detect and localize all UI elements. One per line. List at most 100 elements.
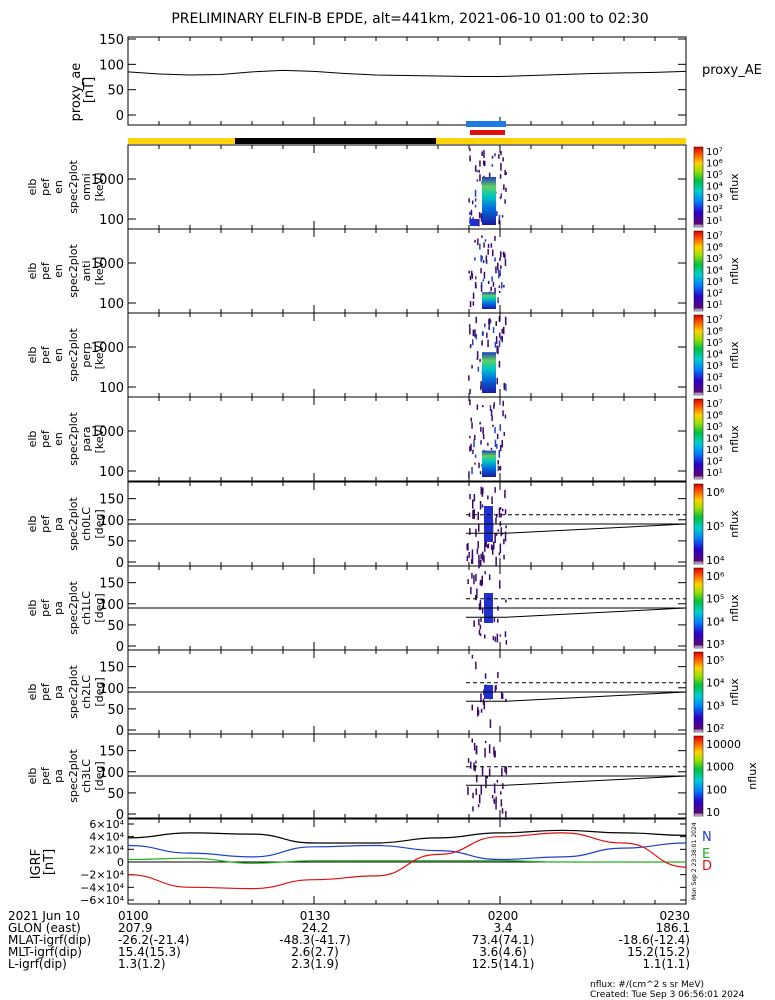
spectrogram-streak — [504, 169, 506, 176]
spectrogram-streak — [499, 196, 502, 199]
orbit-row-label: MLT-igrf(dip) — [8, 945, 82, 959]
pitch-streak — [481, 765, 484, 776]
spectrogram-streak — [499, 332, 501, 338]
pitch-streak — [481, 490, 484, 497]
pitch-y-label: 50 — [107, 787, 124, 802]
pitch-streak — [494, 790, 496, 794]
pitch-streak — [488, 574, 491, 580]
shadow-bar-black — [235, 138, 436, 144]
pitch-streak — [484, 740, 487, 744]
pitch-colorbar-label: 10⁵ — [706, 520, 724, 533]
orbit-row-label: 2021 Jun 10 — [8, 909, 80, 923]
pitch-streak — [505, 766, 508, 775]
pitch-streak — [487, 543, 490, 549]
pitch-streak — [478, 629, 481, 635]
spectrogram-streak — [470, 344, 472, 347]
spectrogram-streak — [484, 323, 486, 328]
pitch-streak — [497, 618, 499, 623]
energy-ylabel-2: en — [52, 348, 65, 362]
spectrogram-streak — [478, 462, 480, 468]
pitch-streak — [479, 582, 482, 586]
pitch-streak — [485, 780, 487, 789]
pitch-streak — [477, 804, 480, 808]
energy-ylabel-1: pef — [39, 429, 52, 448]
ae-y-ticks: 150 100 50 0 — [99, 33, 686, 125]
pitch-streak — [471, 738, 473, 743]
energy-ylabel-2: en — [52, 264, 65, 278]
energy-ylabel-0: elb — [26, 431, 39, 448]
pitch-streak — [477, 541, 479, 549]
pitch-streak — [481, 607, 484, 614]
spectrogram-streak — [492, 281, 495, 287]
pitch-ylabel-5: [deg] — [93, 677, 106, 706]
spectrogram-streak — [480, 219, 483, 223]
spectrogram-streak — [470, 209, 473, 216]
pitch-ylabel-5: [deg] — [93, 761, 106, 790]
spectrogram-streak — [490, 409, 493, 417]
spectrogram-streak — [471, 273, 473, 279]
spectrogram-streak — [470, 270, 473, 276]
ae-ylabel-line1: proxy_ae — [69, 63, 84, 122]
spectrogram-streak — [474, 165, 477, 172]
pitch-streak — [471, 654, 474, 659]
orbit-row-value: 0230 — [659, 909, 690, 923]
pitch-streak — [495, 796, 497, 803]
pitch-colorbar-label: 100 — [706, 783, 727, 796]
spectrogram-streak — [475, 334, 477, 340]
igrf-line-total — [127, 829, 687, 844]
spectrogram-streak — [495, 336, 498, 344]
energy-colorbar-label: 10⁴ — [706, 182, 723, 193]
pitch-y-label: 100 — [99, 766, 124, 781]
spectrogram-streak — [500, 336, 502, 340]
pitch-streak — [500, 513, 502, 518]
energy-colorbar-label: 10⁶ — [706, 243, 723, 254]
orbit-info-table: 2021 Jun 10 0100 0130 0200 0230 GLON (east) 20… — [8, 909, 690, 971]
pitch-streak — [501, 808, 504, 814]
orbit-row-value: 3.4 — [493, 921, 512, 935]
pitch-ylabel-3: spec2plot — [67, 497, 80, 551]
pitch-streak — [479, 797, 481, 804]
spectrogram-streak — [478, 218, 480, 227]
pitch-panel-ch1LC: 150 100 50 0 elb pef pa spec2plot ch1LC [deg] 10⁶ 1… — [26, 565, 741, 655]
energy-ylabel-2: en — [52, 432, 65, 446]
pitch-y-label: 150 — [99, 661, 124, 676]
pitch-ylabel-5: [deg] — [93, 593, 106, 622]
pitch-y-label: 0 — [116, 808, 124, 823]
orbit-row-value: 3.6(4.6) — [479, 945, 527, 959]
spectrogram-streak — [494, 427, 496, 434]
energy-ylabel-3: spec2plot — [67, 160, 80, 214]
spectrogram-streak — [472, 449, 474, 455]
spectrogram-flux-patch — [470, 219, 478, 226]
spectrogram-streak — [482, 405, 484, 408]
spectrogram-streak — [488, 172, 491, 180]
spectrogram-streak — [475, 276, 477, 280]
pitch-streak — [481, 504, 484, 508]
spectrogram-streak — [499, 445, 502, 452]
energy-ylabel-5: [keV] — [93, 257, 106, 286]
pitch-streak — [488, 744, 491, 754]
pitch-panel-ch0LC: 150 100 50 0 elb pef pa spec2plot ch0LC [deg] 10⁶ 1… — [26, 481, 741, 571]
energy-ylabel-5: [keV] — [93, 173, 106, 202]
spectrogram-streak — [474, 198, 477, 202]
pitch-colorbar — [693, 651, 704, 733]
spectrogram-streak — [487, 442, 489, 446]
pitch-streak — [493, 541, 495, 550]
pitch-streak — [504, 631, 507, 637]
pitch-streak — [473, 620, 475, 627]
igrf-line-D — [127, 832, 687, 890]
spectrogram-streak — [469, 148, 471, 152]
spectrogram-streak — [499, 257, 501, 261]
spectrogram-streak — [472, 292, 475, 299]
energy-y-100-label: 100 — [99, 297, 124, 312]
spectrogram-streak — [474, 329, 476, 338]
pitch-ylabel-5: [deg] — [93, 509, 106, 538]
spectrogram-streak — [487, 248, 489, 255]
spectrogram-streak — [487, 243, 490, 248]
spectrogram-streak — [504, 253, 506, 259]
spectrogram-streak — [483, 242, 485, 248]
spectrogram-streak — [470, 443, 472, 451]
pitch-y-label: 100 — [99, 682, 124, 697]
pitch-streak — [478, 603, 481, 610]
